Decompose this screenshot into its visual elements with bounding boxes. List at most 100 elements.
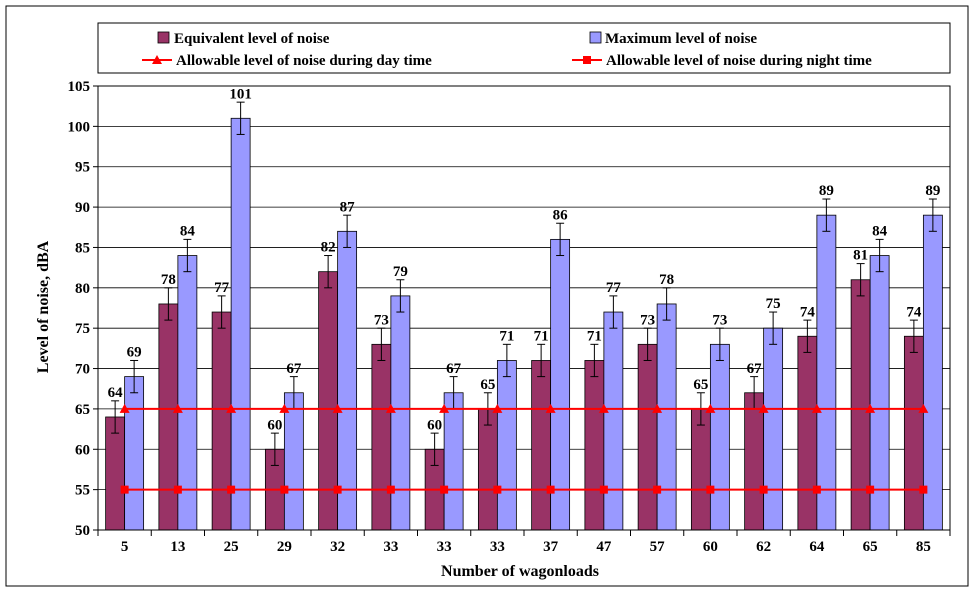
bar-equivalent [691,409,710,530]
limit-marker-night [440,486,448,494]
bar-equivalent [478,409,497,530]
legend-entry-maximum: Maximum level of noise [590,31,757,47]
bar-maximum [391,296,410,530]
limit-marker-night [280,486,288,494]
legend-swatch-maximum [590,32,601,43]
data-label: 65 [480,377,495,393]
bar-maximum [284,393,303,530]
data-label: 71 [587,328,602,344]
bar-maximum [710,344,729,530]
data-label: 84 [180,224,196,240]
y-tick-label: 85 [75,240,90,256]
data-label: 86 [553,207,569,223]
data-label: 60 [267,417,282,433]
legend-label-day: Allowable level of noise during day time [176,53,432,69]
data-label: 73 [374,312,389,328]
y-tick-label: 75 [75,321,90,337]
legend: Equivalent level of noise Maximum level … [98,23,950,73]
data-label: 71 [534,328,549,344]
bar-equivalent [638,344,657,530]
limit-marker-night [493,486,501,494]
bar-maximum [923,215,942,530]
y-tick-label: 100 [68,119,91,135]
data-label: 79 [393,264,408,280]
limit-marker-night [547,486,555,494]
data-label: 67 [446,361,462,377]
x-tick-label: 25 [224,539,239,555]
x-tick-label: 64 [809,539,825,555]
data-label: 77 [214,280,230,296]
limit-marker-night [334,486,342,494]
legend-entry-day: Allowable level of noise during day time [142,53,432,69]
limit-marker-night [866,486,874,494]
x-tick-label: 33 [437,539,452,555]
x-tick-label: 33 [490,539,505,555]
y-tick-label: 60 [75,442,90,458]
bar-equivalent [372,344,391,530]
legend-entry-equivalent: Equivalent level of noise [158,31,330,47]
limit-marker-night [227,486,235,494]
x-tick-label: 47 [596,539,612,555]
y-tick-label: 90 [75,200,90,216]
legend-marker-night [583,56,591,64]
bar-maximum [231,118,250,530]
bar-maximum [444,393,463,530]
y-tick-label: 95 [75,160,90,176]
data-label: 75 [766,296,781,312]
x-tick-label: 5 [121,539,129,555]
legend-label-equivalent: Equivalent level of noise [174,31,330,47]
data-label: 89 [819,183,834,199]
bar-maximum [657,304,676,530]
bar-equivalent [585,360,604,530]
bar-maximum [338,231,357,530]
bar-maximum [125,377,144,530]
x-tick-label: 62 [756,539,771,555]
bar-equivalent [106,417,125,530]
data-label: 73 [712,312,727,328]
data-label: 71 [499,328,514,344]
data-label: 64 [108,385,124,401]
bar-maximum [604,312,623,530]
data-label: 87 [340,199,356,215]
y-tick-label: 65 [75,402,90,418]
data-label: 65 [693,377,708,393]
limit-marker-night [174,486,182,494]
bar-maximum [764,328,783,530]
legend-entry-night: Allowable level of noise during night ti… [572,53,872,69]
bar-equivalent [532,360,551,530]
limit-marker-night [919,486,927,494]
x-tick-label: 60 [703,539,718,555]
x-tick-label: 13 [170,539,185,555]
limit-marker-night [706,486,714,494]
bar-equivalent [798,336,817,530]
bar-equivalent [212,312,231,530]
data-label: 69 [127,345,142,361]
limit-marker-night [653,486,661,494]
data-label: 78 [161,272,176,288]
y-tick-label: 105 [68,79,91,95]
x-tick-label: 37 [543,539,559,555]
bar-equivalent [159,304,178,530]
data-label: 84 [872,224,888,240]
bar-equivalent [745,393,764,530]
y-tick-label: 50 [75,523,90,539]
bar-maximum [497,360,516,530]
y-axis-title: Level of noise, dBA [35,240,52,373]
x-tick-label: 33 [383,539,398,555]
legend-swatch-equivalent [158,32,169,43]
data-label: 82 [321,240,336,256]
data-label: 74 [800,304,816,320]
limit-marker-night [121,486,129,494]
y-tick-label: 70 [75,362,90,378]
data-label: 101 [229,86,252,102]
y-tick-label: 80 [75,281,90,297]
data-label: 77 [606,280,622,296]
data-label: 67 [747,361,763,377]
limit-marker-night [600,486,608,494]
limit-marker-night [387,486,395,494]
data-label: 60 [427,417,442,433]
bar-maximum [817,215,836,530]
data-label: 89 [925,183,940,199]
